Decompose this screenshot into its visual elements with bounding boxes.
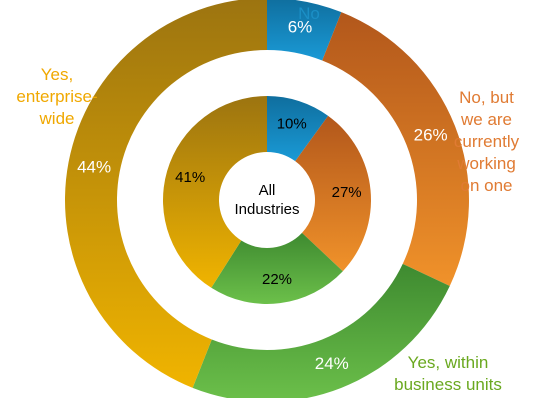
inner-slice-1 [295, 115, 372, 272]
category-label-working-on-one: No, but we are currently working on one [453, 88, 520, 195]
outer-slice-0 [267, 0, 342, 61]
inner-value-label-2: 22% [262, 271, 292, 288]
outer-value-label-1: 26% [414, 126, 448, 145]
outer-value-label-2: 24% [315, 354, 349, 373]
inner-slice-3 [163, 96, 267, 288]
category-label-enterprise-wide: Yes, enterprise- wide [16, 65, 98, 128]
category-label-within-business-units: Yes, within business units [394, 353, 502, 394]
category-label-no: No [298, 4, 320, 23]
inner-slice-2 [211, 232, 343, 304]
inner-slice-0 [267, 96, 329, 162]
inner-value-label-3: 41% [175, 169, 205, 186]
outer-slice-1 [322, 12, 469, 287]
inner-value-label-0: 10% [277, 115, 307, 132]
outer-slice-2 [192, 263, 450, 398]
outer-value-label-3: 44% [77, 158, 111, 177]
center-label: All Industries [234, 182, 300, 218]
outer-value-label-0: 6% [288, 18, 313, 37]
outer-slice-3 [65, 0, 267, 388]
inner-value-label-1: 27% [332, 184, 362, 201]
